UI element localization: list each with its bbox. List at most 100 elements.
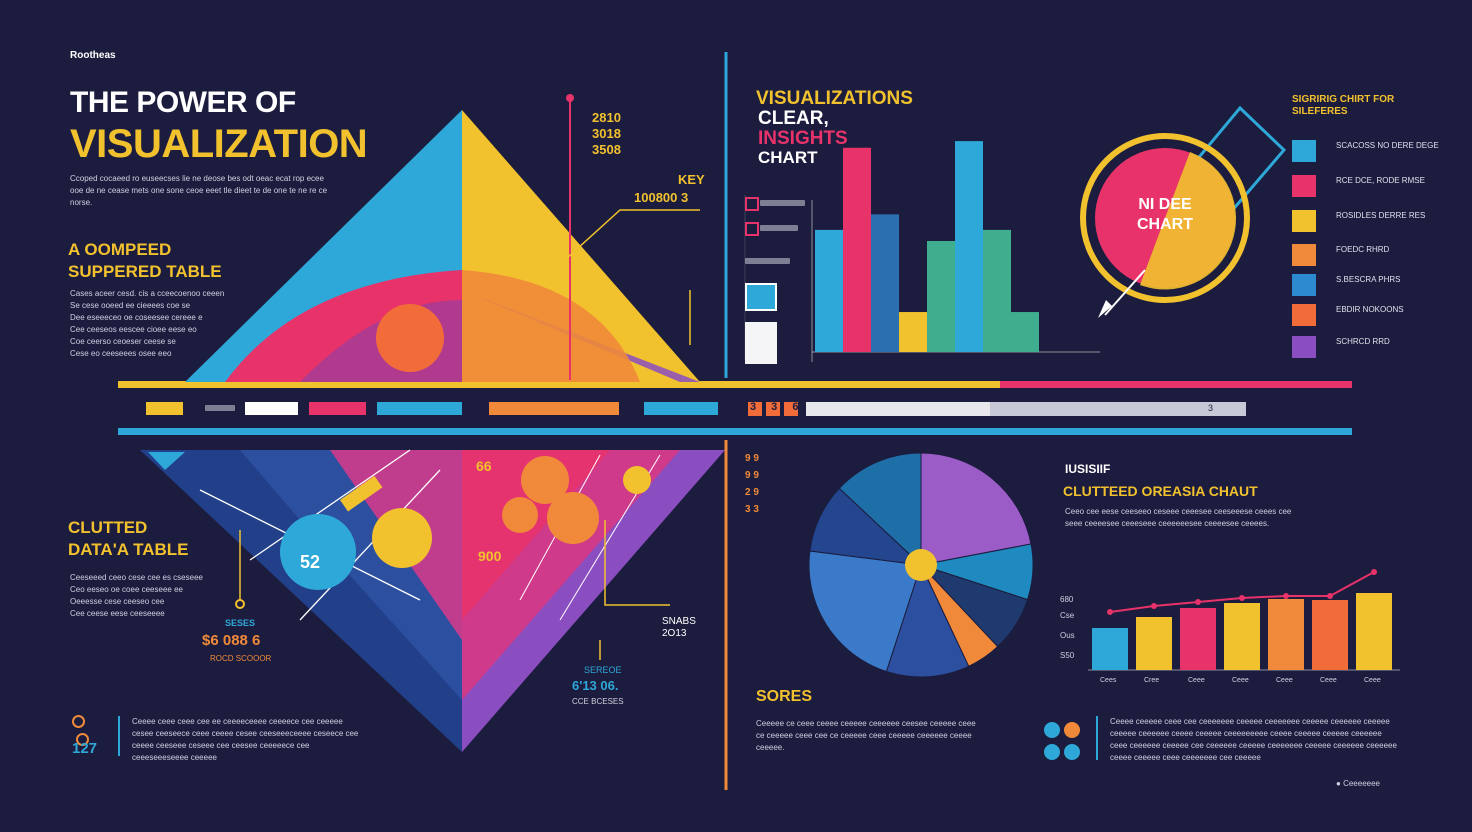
blue-band xyxy=(118,428,1352,435)
legend-text: SCHRCD RRD xyxy=(1336,337,1390,346)
right-chart-heading: IUSISIIF xyxy=(1065,462,1111,476)
legend-text: RCE DCE, RODE RMSE xyxy=(1336,176,1425,185)
data-table-title1: CLUTTED xyxy=(68,518,148,537)
donut-label-line2: CHART xyxy=(1137,216,1193,233)
legend-item: FOEDC RHRD xyxy=(1292,244,1442,268)
pie-slice xyxy=(885,563,970,678)
table-left-row: Se cese ooeed ee cieeees coe se xyxy=(70,301,191,310)
key-value: 100800 3 xyxy=(634,190,689,205)
x-tick-label: Ceee xyxy=(1320,677,1337,684)
legend-item: RCE DCE, RODE RMSE xyxy=(1292,175,1442,199)
x-tick-label: Ceee xyxy=(1364,677,1381,684)
strip-chip xyxy=(489,402,619,415)
pyramid-number: 2810 xyxy=(592,110,621,125)
footer-icon-orange xyxy=(1064,722,1080,738)
chart-thumbnail-icon xyxy=(745,283,777,311)
pyramid-arc-right xyxy=(462,270,640,382)
footer-left-text: Ceeee ceee ceee cee ee ceeeeceeee ceeeec… xyxy=(132,717,359,762)
bullet-icon xyxy=(745,197,759,211)
legend-item: S.BESCRA PHRS xyxy=(1292,274,1442,298)
table-left-row: Cese eo ceeseees osee eeo xyxy=(70,349,172,358)
legend-swatch xyxy=(1292,244,1316,266)
diamond-number2: 900 xyxy=(478,548,502,564)
legend-title: SIGRIRIG CHIRT FOR SILEFERES xyxy=(1292,94,1395,117)
bullet-icon xyxy=(745,222,759,236)
strip-chip xyxy=(377,402,462,415)
footer-left-value: 127 xyxy=(72,740,98,757)
trend-point xyxy=(1371,569,1377,575)
trend-point xyxy=(1151,603,1157,609)
right-bar xyxy=(1180,608,1216,670)
pie-slice xyxy=(920,452,1032,566)
bottom-label: SEREOE xyxy=(584,665,622,675)
document-icon xyxy=(745,322,777,364)
donut-label: NI DEE CHART xyxy=(1130,195,1200,235)
pyramid-number: 3018 xyxy=(592,126,621,141)
top-bar xyxy=(815,229,843,352)
top-bar xyxy=(843,147,871,352)
key-label: KEY xyxy=(678,172,705,187)
table-left-title1: A OOMPEED xyxy=(68,240,172,259)
pie-chart xyxy=(808,452,1034,678)
legend-swatch xyxy=(1292,336,1316,358)
table-left-row: Dee eseeeceo oe coseesee cereee e xyxy=(70,313,203,322)
donut-ring xyxy=(1080,133,1250,303)
bottom-value: 6'13 06. xyxy=(572,678,619,693)
insights-line4: CHART xyxy=(758,148,818,167)
donut-label-line1: NI DEE xyxy=(1138,196,1192,213)
table-left-rows: Cases aceer cesd. cis a cceecoenoo ceeen… xyxy=(70,288,240,360)
footer-credit-text: Ceeeeeee xyxy=(1343,779,1380,788)
strip-marker: 3 3 6 xyxy=(750,401,805,413)
footer-icon-blue xyxy=(1064,744,1080,760)
trend-point xyxy=(1195,599,1201,605)
title-line2: VISUALIZATION xyxy=(70,122,368,166)
right-bar xyxy=(1268,599,1304,670)
footer-icon xyxy=(72,715,104,746)
data-table-rows: Ceeseeed ceeo cese cee es cseseee Ceo ee… xyxy=(70,572,220,620)
pyramid-circle xyxy=(376,304,444,372)
right-bar-chart: 680 Cse Ous S50 Cees Cree Ceee Ceee Ceee Ceee Ceee xyxy=(1060,569,1400,684)
x-tick-label: Cree xyxy=(1144,677,1159,684)
table-left-title2: SUPPERED TABLE xyxy=(68,262,222,281)
strip-value: 3 xyxy=(1208,403,1214,413)
legend-text: SCACOSS NO DERE DEGE xyxy=(1336,141,1439,150)
circle-value: 52 xyxy=(300,552,321,572)
y-tick-label: Ous xyxy=(1060,631,1075,640)
grid-icon: 9 9 xyxy=(745,470,759,481)
trend-point xyxy=(1327,593,1333,599)
x-tick-label: Ceee xyxy=(1188,677,1205,684)
data-table-row: Cee ceese eese ceeseeee xyxy=(70,609,165,618)
pie-slice xyxy=(838,452,922,567)
strip-chip xyxy=(644,402,718,415)
legend-item: SCACOSS NO DERE DEGE xyxy=(1292,140,1442,164)
stat-label: SESES xyxy=(225,618,256,628)
data-table-row: Ceeseeed ceeo cese cee es cseseee xyxy=(70,573,203,582)
diamond-circle-blue xyxy=(280,514,356,590)
trend-point xyxy=(1239,595,1245,601)
strip-chip xyxy=(146,402,183,415)
legend-swatch xyxy=(1292,175,1316,197)
diamond-circle-yellow xyxy=(372,508,432,568)
legend-swatch xyxy=(1292,210,1316,232)
legend-swatch xyxy=(1292,274,1316,296)
top-bar xyxy=(899,312,927,352)
right-bar xyxy=(1136,617,1172,670)
footer-icon-blue xyxy=(1044,744,1060,760)
side-label: SNABS xyxy=(662,616,696,627)
legend-swatch xyxy=(1292,304,1316,326)
legend-item: ROSIDLES DERRE RES xyxy=(1292,210,1442,234)
top-bar xyxy=(983,229,1011,352)
bottom-sub: CCE BCESES xyxy=(572,697,624,706)
top-bar xyxy=(871,214,899,352)
globe-icon: ● xyxy=(1336,779,1344,788)
diamond-number1: 66 xyxy=(476,458,492,474)
trend-point xyxy=(1283,593,1289,599)
legend-swatch xyxy=(1292,140,1316,162)
top-bar xyxy=(927,241,955,352)
insights-line3: INSIGHTS xyxy=(758,128,848,149)
right-bar xyxy=(1356,593,1392,670)
legend-text: ROSIDLES DERRE RES xyxy=(1336,211,1426,220)
right-bar xyxy=(1092,628,1128,670)
